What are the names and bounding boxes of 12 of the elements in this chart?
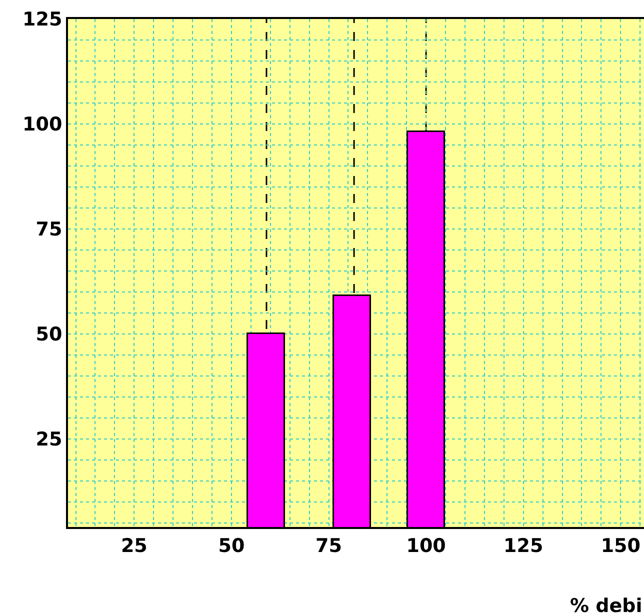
y-tick-label: 75 <box>36 218 62 241</box>
y-tick-label: 25 <box>36 428 62 450</box>
y-tick-label: 50 <box>36 324 62 346</box>
x-axis-title: % debi <box>570 595 642 616</box>
x-tick-label: 50 <box>218 534 245 557</box>
x-tick-label: 25 <box>120 534 148 557</box>
y-tick-label: 100 <box>22 114 62 136</box>
y-tick-label: 125 <box>22 8 62 31</box>
x-tick-label: 100 <box>406 534 446 557</box>
x-tick-label: 150 <box>600 534 640 557</box>
x-tick-label: 125 <box>504 534 544 557</box>
x-tick-label: 75 <box>316 534 342 557</box>
